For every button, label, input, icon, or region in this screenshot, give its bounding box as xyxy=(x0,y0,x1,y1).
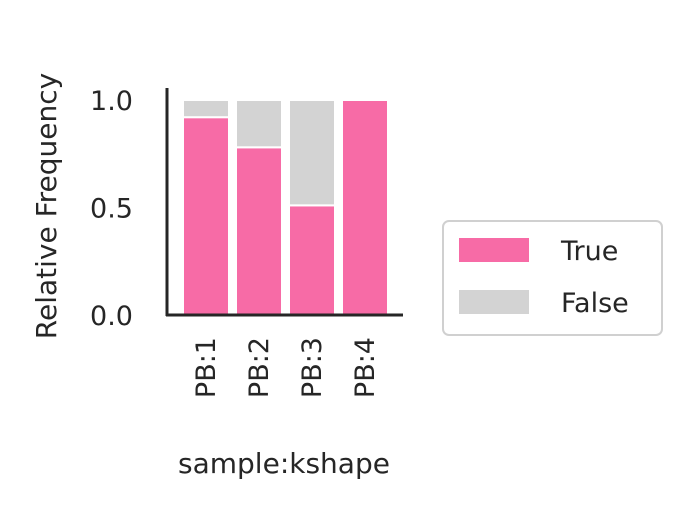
legend-label-true: True xyxy=(560,236,618,267)
bar-false-1 xyxy=(182,99,230,119)
legend-swatch-false xyxy=(459,290,529,314)
y-axis-label: Relative Frequency xyxy=(30,73,63,339)
bars xyxy=(182,99,389,317)
legend: True False xyxy=(442,220,663,336)
x-tick-label: PB:2 xyxy=(244,337,275,398)
bar-false-3 xyxy=(288,99,336,207)
x-tick-label: PB:4 xyxy=(350,337,381,398)
bar-false-2 xyxy=(235,99,283,149)
y-tick-label: 0.5 xyxy=(90,194,133,225)
y-tick-label: 0.0 xyxy=(90,301,133,332)
y-tick-label: 1.0 xyxy=(90,86,133,117)
bar-true-2 xyxy=(235,146,283,316)
bar-true-4 xyxy=(341,99,389,316)
legend-swatch-true xyxy=(459,238,529,262)
x-axis-label: sample:kshape xyxy=(178,447,390,480)
y-tick-labels: 0.0 0.5 1.0 xyxy=(90,86,133,332)
bar-true-1 xyxy=(182,116,230,316)
x-tick-label: PB:1 xyxy=(191,337,222,398)
bar-true-3 xyxy=(288,204,336,317)
legend-label-false: False xyxy=(561,288,629,319)
axes xyxy=(165,88,403,317)
x-tick-labels: PB:1 PB:2 PB:3 PB:4 xyxy=(191,337,381,398)
x-tick-label: PB:3 xyxy=(297,337,328,398)
